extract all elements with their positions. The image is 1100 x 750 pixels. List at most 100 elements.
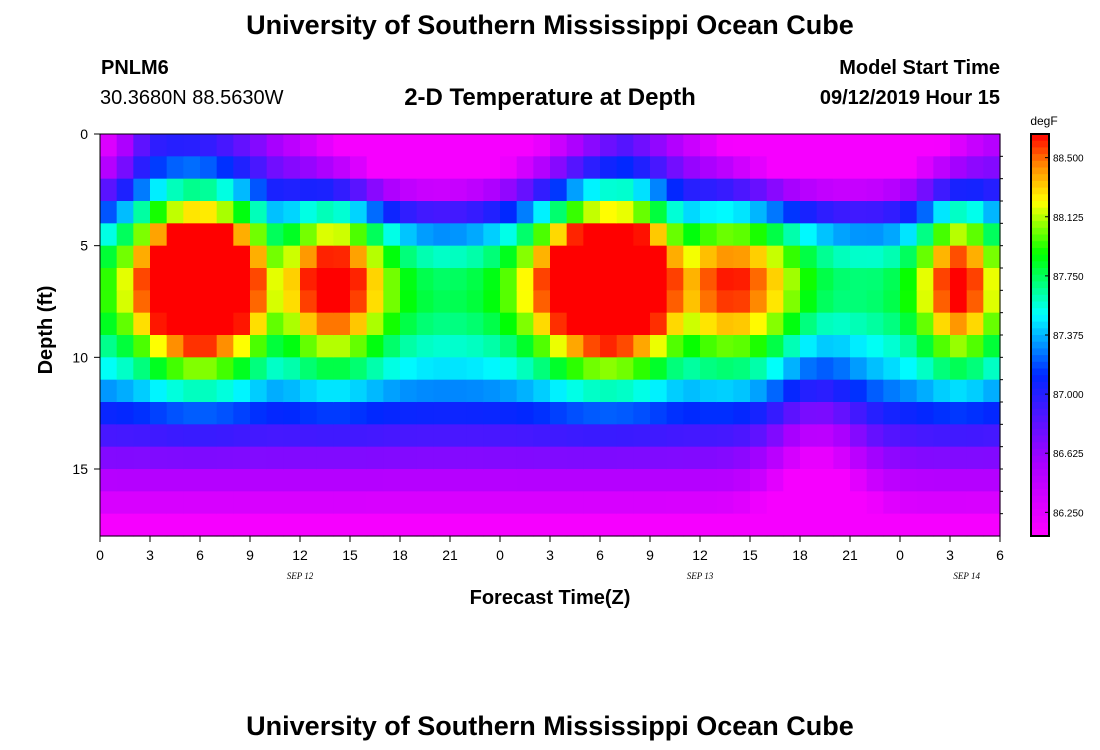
heat-cell [933,290,951,314]
heat-cell [950,134,968,157]
date-label: SEP 13 [687,571,714,581]
heat-cell [983,335,1001,358]
heat-cell [533,491,551,515]
heat-cell [866,134,884,157]
heat-cell [116,312,134,336]
heat-cell [350,156,368,180]
heat-cell [750,178,768,202]
heat-cell [166,312,184,336]
heat-cell [566,290,584,314]
heat-cell [100,446,118,470]
station-id: PNLM6 [101,57,169,79]
heat-cell [683,290,701,314]
heat-cell [666,245,684,269]
heat-cell [633,290,651,314]
heat-cell [516,379,534,403]
heat-cell [500,268,518,291]
heat-cell [266,491,284,515]
heat-cell [350,357,368,381]
heat-cell [166,201,184,224]
heat-cell [866,290,884,314]
heat-cell [866,513,884,537]
heat-cell [883,402,901,425]
heat-cell [700,268,718,291]
heat-cell [500,446,518,470]
heat-cell [383,223,401,247]
heat-cell [750,134,768,157]
heat-cell [183,134,201,157]
heat-cell [133,178,151,202]
heat-cell [216,424,234,448]
heat-cell [666,268,684,291]
heat-cell [216,156,234,180]
heat-cell [650,402,668,425]
heat-cell [683,357,701,381]
heat-cell [666,446,684,470]
heat-cell [566,424,584,448]
heat-cell [183,312,201,336]
x-axis: 0 3 6 9 12 15 18 21 0 3 6 9 12 15 18 21 0 3 6 SEP 12 SEP 13 S… [96,536,1004,581]
heat-cell [216,290,234,314]
heat-cell [166,178,184,202]
heat-cell [933,491,951,515]
heat-cell [283,156,301,180]
heat-cell [116,424,134,448]
heat-cell [933,201,951,224]
heat-cell [733,446,751,470]
heat-cell [433,178,451,202]
heat-cell [416,290,434,314]
heat-cell [366,424,384,448]
heat-cell [383,424,401,448]
x-tick-label: 3 [146,547,154,563]
heat-cell [150,491,168,515]
colorbar-segment [1031,160,1049,169]
heat-cell [233,201,251,224]
heat-cell [433,156,451,180]
heat-cell [450,156,468,180]
heat-cell [616,357,634,381]
heat-cell [966,312,984,336]
heat-cell [550,178,568,202]
heat-cell [616,312,634,336]
heat-cell [183,357,201,381]
heat-cell [916,201,934,224]
heat-cell [466,245,484,269]
heat-cell [400,491,418,515]
heat-cell [400,513,418,537]
heat-cell [600,335,618,358]
heat-cell [833,424,851,448]
heat-cell [200,268,218,291]
heat-cell [233,469,251,492]
heat-cell [400,312,418,336]
heat-cell [966,290,984,314]
colorbar-segment [1031,241,1049,249]
heat-cell [166,156,184,180]
heat-cell [633,201,651,224]
heat-cell [183,201,201,224]
heat-cell [166,223,184,247]
heat-cell [400,134,418,157]
heat-cell [450,379,468,403]
colorbar-segment [1031,174,1049,182]
heat-cell [466,491,484,515]
heat-cell [466,178,484,202]
heat-cell [150,245,168,269]
heat-cell [416,491,434,515]
heat-cell [333,379,351,403]
heat-cell [816,357,834,381]
heat-cell [250,491,268,515]
heat-cell [450,268,468,291]
heat-cell [516,156,534,180]
heat-cell [566,223,584,247]
heat-cell [766,513,784,537]
heat-cell [316,491,334,515]
heat-cell [583,178,601,202]
heat-cell [883,469,901,492]
heat-cell [816,446,834,470]
heat-cell [916,245,934,269]
heat-cell [416,156,434,180]
heat-cell [666,491,684,515]
heat-cell [466,379,484,403]
heat-cell [633,268,651,291]
heat-cell [966,379,984,403]
